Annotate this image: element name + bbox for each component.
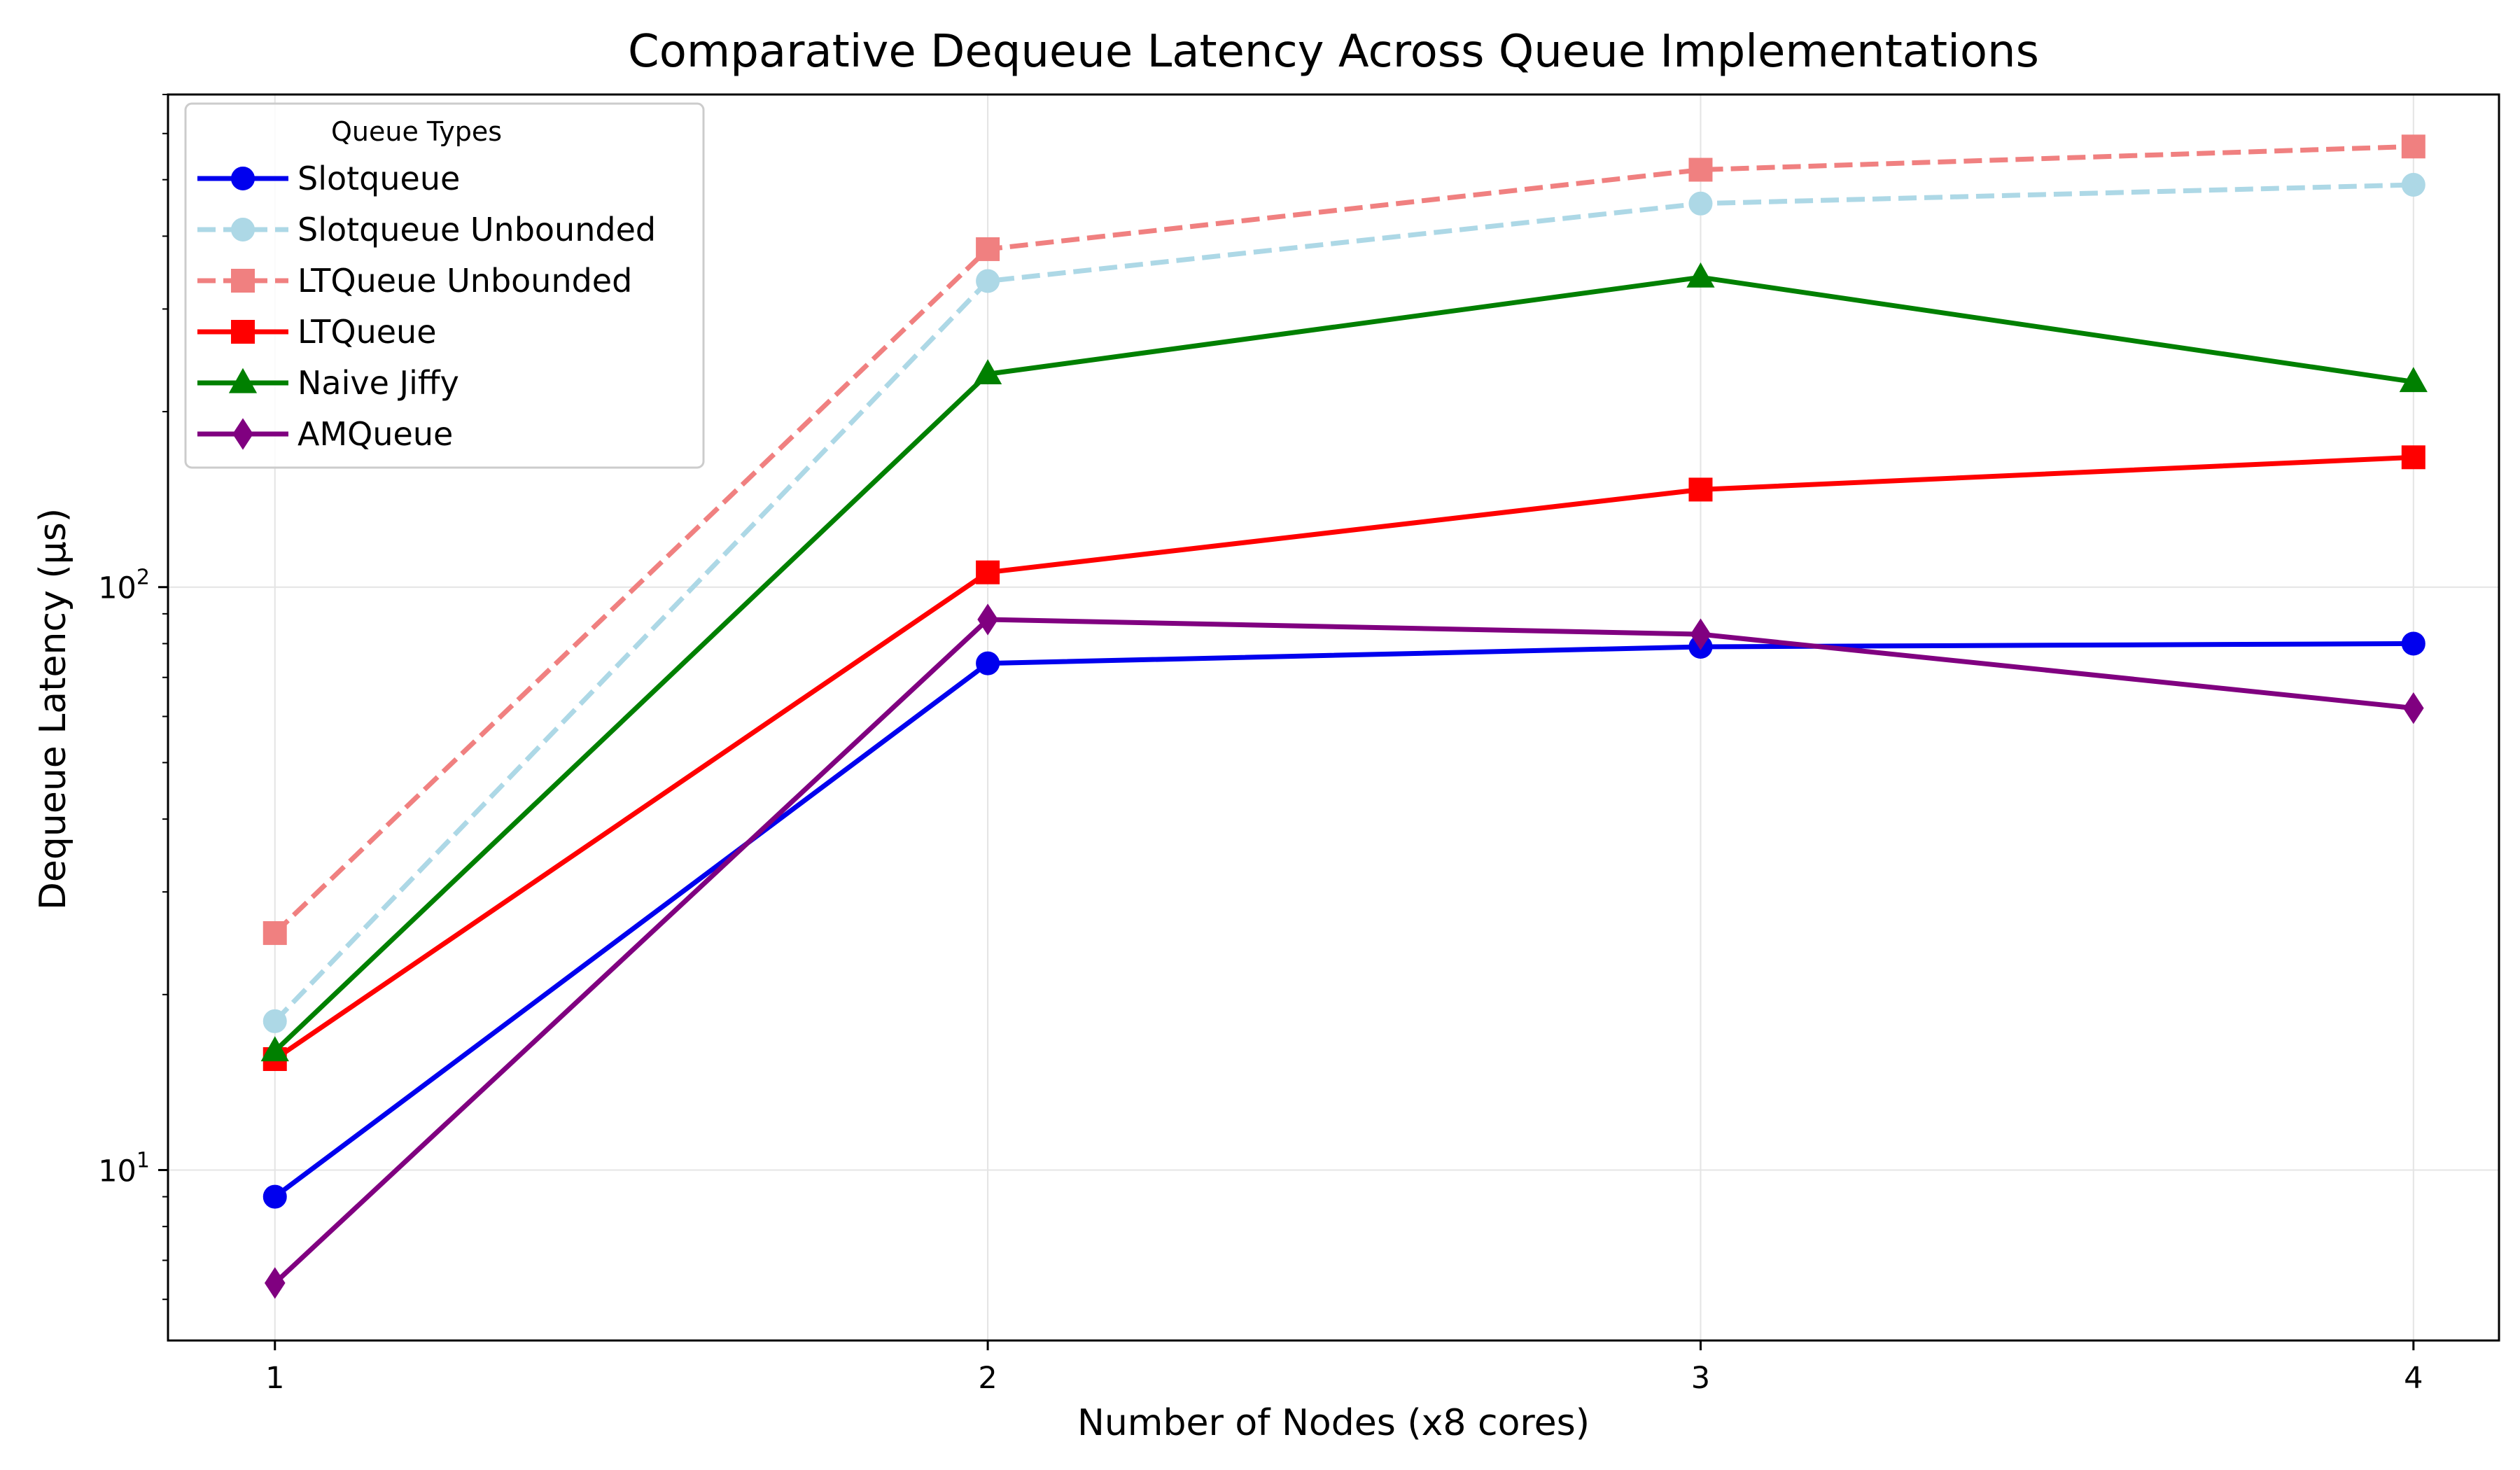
legend: Queue Types Slotqueue Slotqueue Unbounded L… (184, 102, 705, 469)
grid (168, 94, 2499, 1340)
series-layer (260, 134, 2428, 1299)
legend-label: Slotqueue (298, 160, 460, 197)
legend-label: LTQueue Unbounded (298, 262, 632, 300)
diamond-marker (232, 418, 253, 450)
circle-marker (976, 651, 1000, 676)
legend-label: Slotqueue Unbounded (298, 211, 656, 248)
diamond-marker (1690, 618, 1712, 650)
circle-marker (2401, 172, 2426, 197)
square-marker (231, 320, 255, 344)
legend-item: Slotqueue (197, 160, 460, 197)
y-tick-exponent: 1 (136, 1148, 150, 1172)
series-amqueue (264, 603, 2424, 1299)
y-tick-base: 10 (98, 1154, 136, 1189)
circle-marker (231, 167, 255, 190)
legend-item: Naive Jiffy (197, 364, 459, 402)
x-tick-label: 1 (265, 1361, 284, 1396)
legend-item: LTQueue (197, 313, 437, 351)
y-tick-exponent: 2 (136, 566, 150, 590)
x-tick-label: 3 (1691, 1361, 1710, 1396)
square-marker (2401, 445, 2426, 470)
legend-item: LTQueue Unbounded (197, 262, 632, 300)
circle-marker (1688, 191, 1713, 216)
square-marker (976, 237, 1000, 261)
series-line (273, 274, 2414, 1054)
series-ltqueue (262, 445, 2426, 1071)
triangle-marker (228, 368, 258, 393)
square-marker (2401, 134, 2426, 159)
circle-marker (231, 218, 255, 241)
y-tick-label: 101 (98, 1148, 150, 1189)
circle-marker (2401, 631, 2426, 656)
triangle-marker (260, 1036, 289, 1062)
triangle-marker (2399, 367, 2428, 393)
chart-title: Comparative Dequeue Latency Across Queue… (628, 26, 2039, 78)
series-line (273, 640, 2414, 1199)
square-marker (976, 560, 1000, 584)
legend-item: AMQueue (197, 415, 453, 453)
legend-box (184, 102, 705, 469)
legend-title: Queue Types (331, 116, 502, 147)
diamond-marker (2403, 692, 2424, 724)
legend-item: Slotqueue Unbounded (197, 211, 656, 248)
square-marker (262, 920, 287, 945)
circle-marker (976, 269, 1000, 293)
series-line (273, 617, 2414, 1285)
legend-label: AMQueue (298, 415, 453, 453)
triangle-marker (1686, 262, 1715, 288)
square-marker (231, 269, 255, 293)
y-tick-label: 102 (98, 566, 150, 606)
series-ltqueue-unbounded (262, 134, 2426, 945)
y-axis-label: Dequeue Latency (µs) (32, 508, 74, 910)
plot-frame (167, 93, 2500, 1342)
series-naive-jiffy (260, 262, 2428, 1062)
series-slotqueue (262, 631, 2426, 1209)
series-line (273, 454, 2414, 1061)
circle-marker (262, 1184, 287, 1209)
diamond-marker (264, 1267, 286, 1299)
diamond-marker (977, 603, 998, 636)
square-marker (1688, 158, 1713, 182)
x-tick-label: 4 (2404, 1361, 2423, 1396)
circle-marker (262, 1009, 287, 1033)
square-marker (1688, 477, 1713, 502)
x-axis-label: Number of Nodes (x8 cores) (1077, 1402, 1590, 1444)
y-tick-base: 10 (98, 571, 136, 606)
legend-label: Naive Jiffy (298, 364, 459, 402)
legend-label: LTQueue (298, 313, 437, 351)
series-line (273, 144, 2414, 935)
x-tick-label: 2 (978, 1361, 997, 1396)
triangle-marker (973, 359, 1002, 384)
series-slotqueue-unbounded (262, 172, 2426, 1033)
series-line (273, 182, 2414, 1023)
